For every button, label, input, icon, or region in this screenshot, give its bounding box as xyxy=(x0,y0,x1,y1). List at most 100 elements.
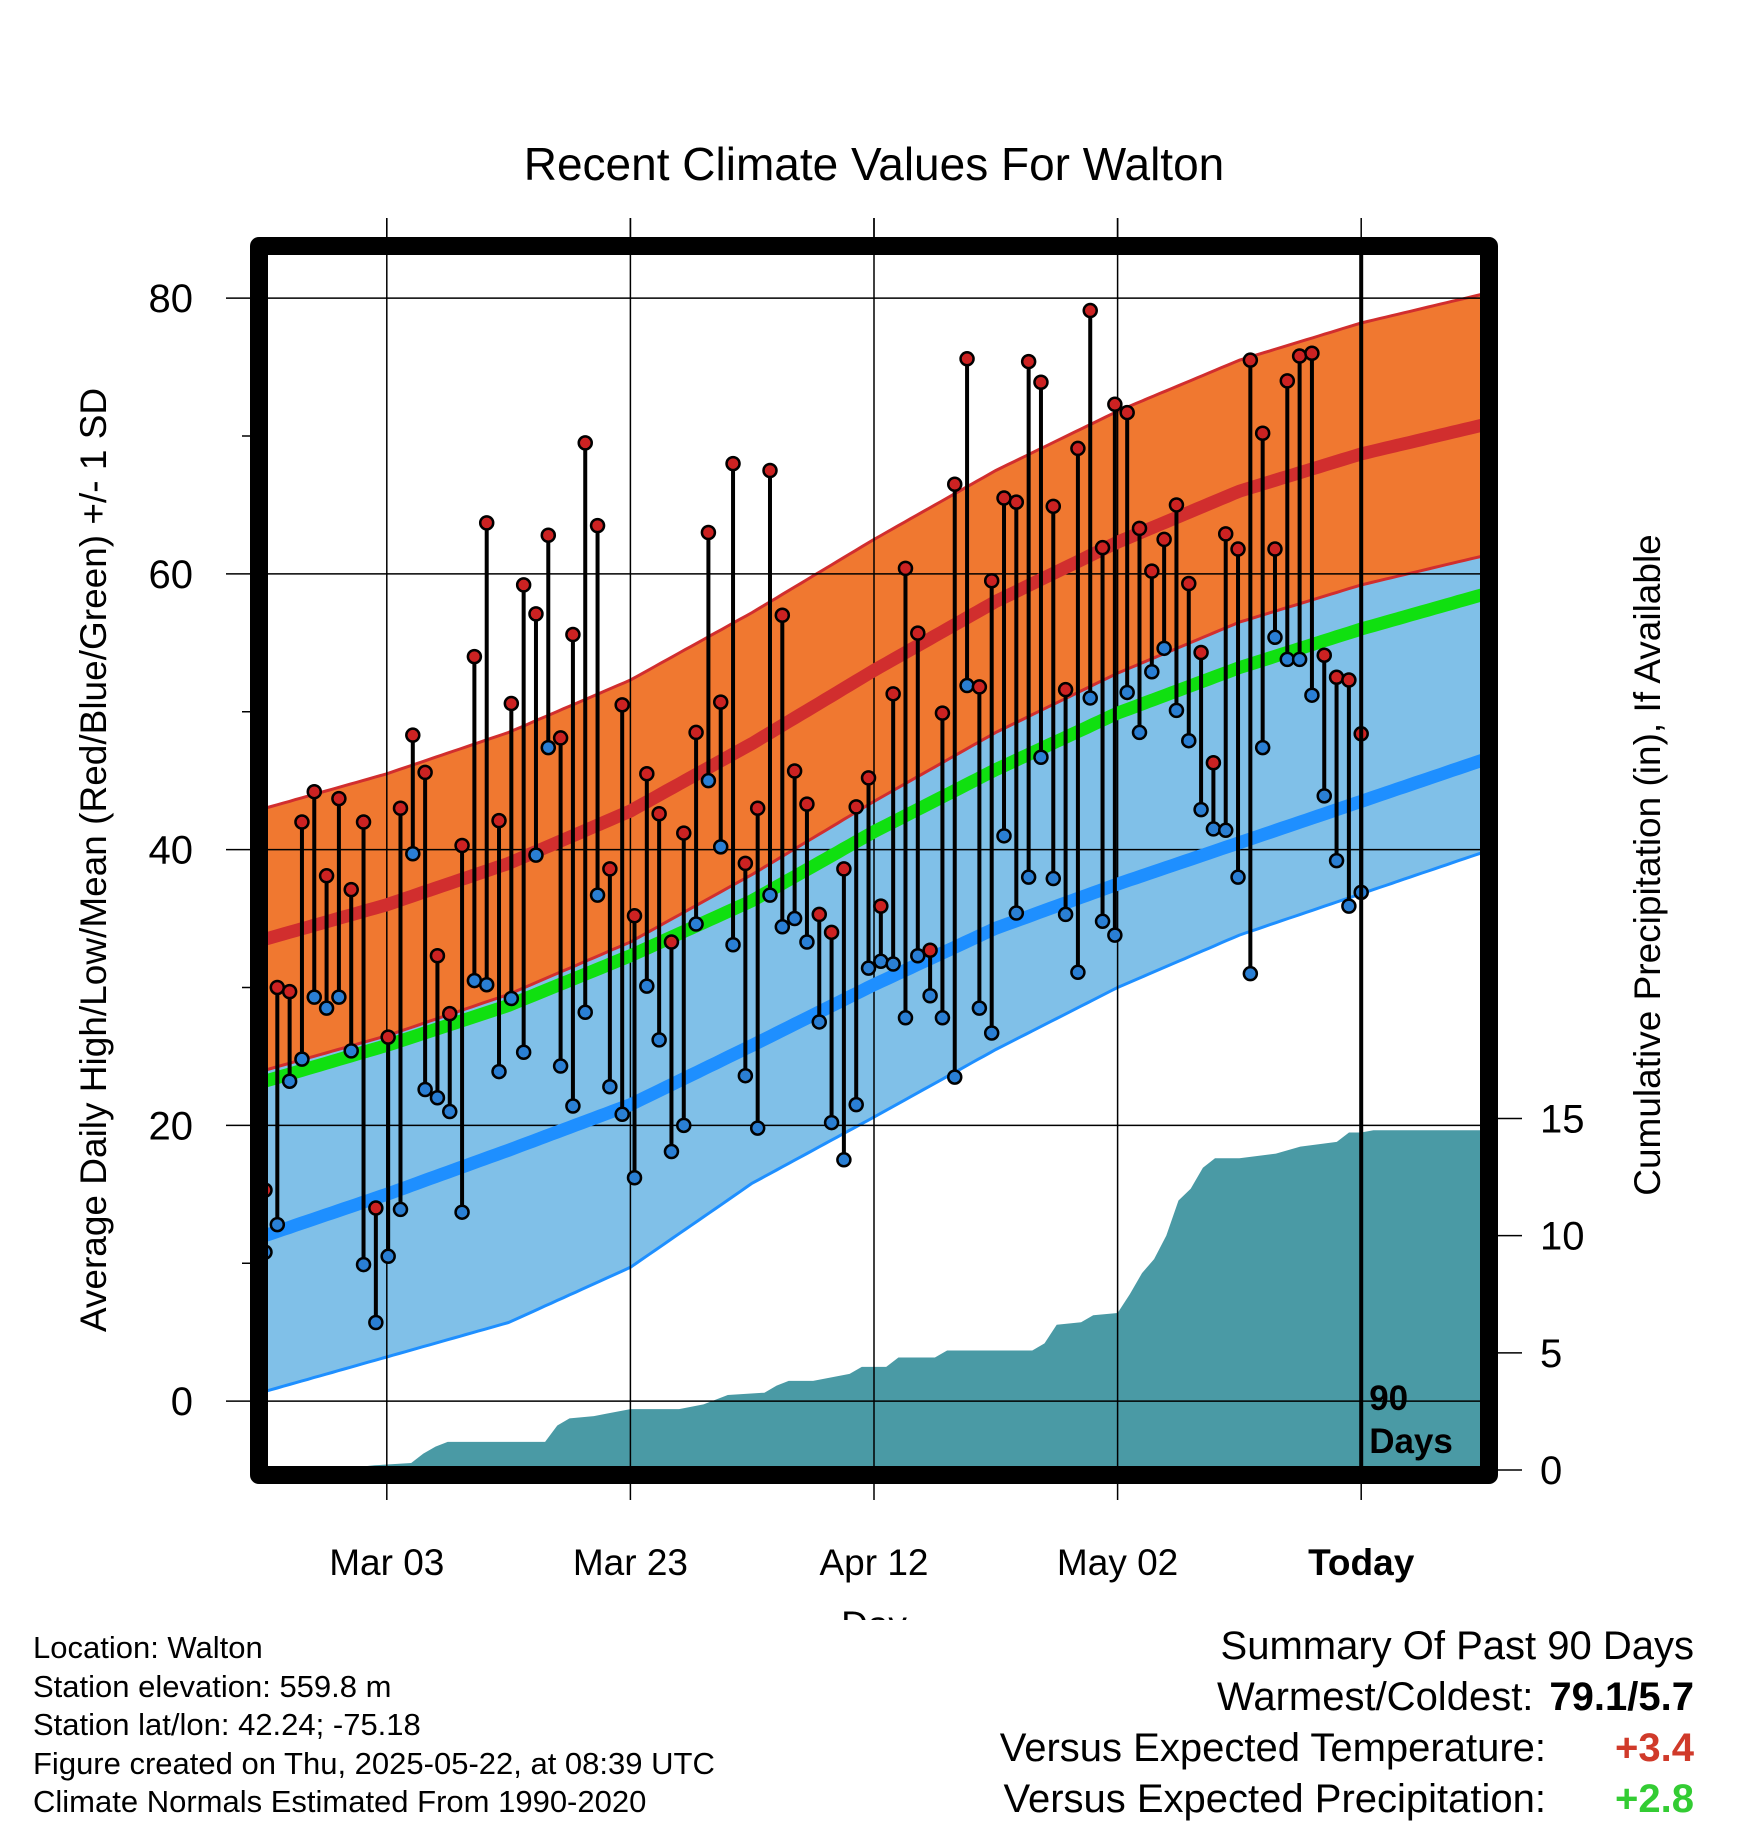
daily-high-point xyxy=(515,577,532,593)
daily-high-point xyxy=(1045,498,1062,515)
daily-low-point xyxy=(1230,869,1246,885)
daily-high-point xyxy=(922,942,938,958)
normal-mean-line xyxy=(263,588,1485,1088)
daily-low-point xyxy=(1267,629,1283,646)
x-tick-label: Apr 12 xyxy=(819,1542,928,1583)
daily-low-point xyxy=(1304,687,1320,703)
daily-low-point xyxy=(1217,822,1234,839)
daily-low-point xyxy=(1279,651,1296,668)
daily-high-point xyxy=(1020,353,1037,370)
daily-high-point xyxy=(1033,374,1049,390)
daily-low-point xyxy=(762,887,778,903)
daily-high-point xyxy=(1119,404,1135,421)
summary-precip: Versus Expected Precipitation: +2.8 xyxy=(1000,1774,1694,1825)
daily-high-point xyxy=(737,855,754,872)
daily-high-point xyxy=(1144,563,1160,579)
latlon-text: Station lat/lon: 42.24; -75.18 xyxy=(33,1707,421,1742)
daily-high-point xyxy=(454,837,470,854)
daily-low-point xyxy=(1193,801,1209,818)
daily-low-point xyxy=(368,1314,384,1331)
y2-tick-label: 10 xyxy=(1540,1215,1585,1259)
daily-low-point xyxy=(1070,964,1086,981)
axes: 90 Days 0 20 40 60 80 0 5 10 15 Mar 03 Mar 23 Apr 12 M… xyxy=(149,218,1585,1583)
daily-high-point xyxy=(343,881,359,898)
y2-tick-label: 5 xyxy=(1540,1332,1562,1376)
daily-high-point xyxy=(823,924,840,941)
daily-low-point xyxy=(380,1248,396,1265)
daily-high-point xyxy=(1168,497,1185,513)
daily-high-point xyxy=(540,527,557,544)
daily-low-point xyxy=(429,1090,446,1106)
daily-high-point xyxy=(910,625,926,641)
climate-chart: Recent Climate Values For Walton 90 Days 0… xyxy=(73,138,1668,1620)
daily-low-point xyxy=(1156,640,1172,657)
daily-low-point xyxy=(1328,852,1345,869)
daily-high-point xyxy=(651,806,667,822)
daily-low-point xyxy=(873,953,889,970)
daily-low-point xyxy=(331,989,347,1005)
daily-high-point xyxy=(663,934,680,950)
daily-high-point xyxy=(1070,440,1086,457)
daily-low-point xyxy=(454,1204,470,1220)
daily-low-point xyxy=(1045,870,1062,887)
daily-low-point xyxy=(478,976,495,993)
summary-panel: Summary Of Past 90 Days Warmest/Coldest:… xyxy=(1000,1621,1694,1825)
daily-high-point xyxy=(1242,352,1259,368)
daily-low-point xyxy=(614,1106,630,1123)
daily-low-point xyxy=(417,1081,433,1098)
daily-high-point xyxy=(614,697,630,713)
daily-low-point xyxy=(602,1078,618,1095)
daily-low-point xyxy=(1020,869,1037,885)
daily-low-point xyxy=(1316,788,1332,804)
daily-low-point xyxy=(442,1103,458,1120)
y2-axis-label: Cumulative Precipitation (in), If Availa… xyxy=(1627,534,1668,1196)
daily-low-point xyxy=(1033,749,1049,765)
daily-low-point xyxy=(466,972,483,989)
daily-high-point xyxy=(1230,541,1246,557)
daily-high-point xyxy=(1193,644,1209,661)
daily-low-point xyxy=(626,1169,643,1186)
cumulative-precip-area xyxy=(265,1130,1483,1470)
daily-high-point xyxy=(1279,373,1296,389)
daily-high-point xyxy=(1082,302,1098,319)
daily-high-point xyxy=(478,515,495,531)
today-marker-label: 90 xyxy=(1369,1379,1408,1418)
daily-low-point xyxy=(910,948,926,964)
y2-tick-label: 15 xyxy=(1540,1097,1585,1141)
daily-high-point xyxy=(971,679,988,695)
daily-low-point xyxy=(405,845,421,862)
daily-high-point xyxy=(380,1029,396,1045)
daily-high-point xyxy=(700,524,717,541)
daily-low-point xyxy=(983,1025,1000,1041)
daily-high-point xyxy=(552,730,569,746)
daily-low-point xyxy=(946,1069,963,1085)
daily-low-point xyxy=(577,1004,593,1021)
daily-low-point xyxy=(848,1096,864,1113)
y2-tick-label: 0 xyxy=(1540,1449,1562,1493)
daily-high-point xyxy=(429,948,446,964)
daily-high-point xyxy=(946,476,963,493)
daily-high-point xyxy=(528,606,544,622)
y-tick-label: 60 xyxy=(149,553,194,597)
x-tick-label: Today xyxy=(1308,1542,1415,1583)
daily-low-point xyxy=(589,887,606,903)
daily-high-point xyxy=(873,898,889,914)
daily-low-point xyxy=(491,1063,507,1080)
daily-low-point xyxy=(885,956,901,972)
daily-high-point xyxy=(1156,531,1172,548)
daily-high-point xyxy=(331,790,347,807)
daily-high-point xyxy=(589,517,606,534)
summary-temp: Versus Expected Temperature: +3.4 xyxy=(1000,1723,1694,1774)
daily-high-point xyxy=(786,763,803,779)
daily-high-point xyxy=(1267,541,1283,557)
daily-high-point xyxy=(1217,526,1234,542)
daily-low-point xyxy=(392,1201,409,1218)
daily-high-point xyxy=(860,770,877,786)
daily-low-point xyxy=(737,1067,754,1084)
normal-high-line xyxy=(263,418,1485,946)
daily-high-point xyxy=(306,783,323,800)
daily-low-point xyxy=(503,990,520,1007)
location-text: Location: Walton xyxy=(33,1630,263,1665)
daily-high-point xyxy=(1291,348,1308,364)
daily-high-point xyxy=(1094,539,1111,556)
